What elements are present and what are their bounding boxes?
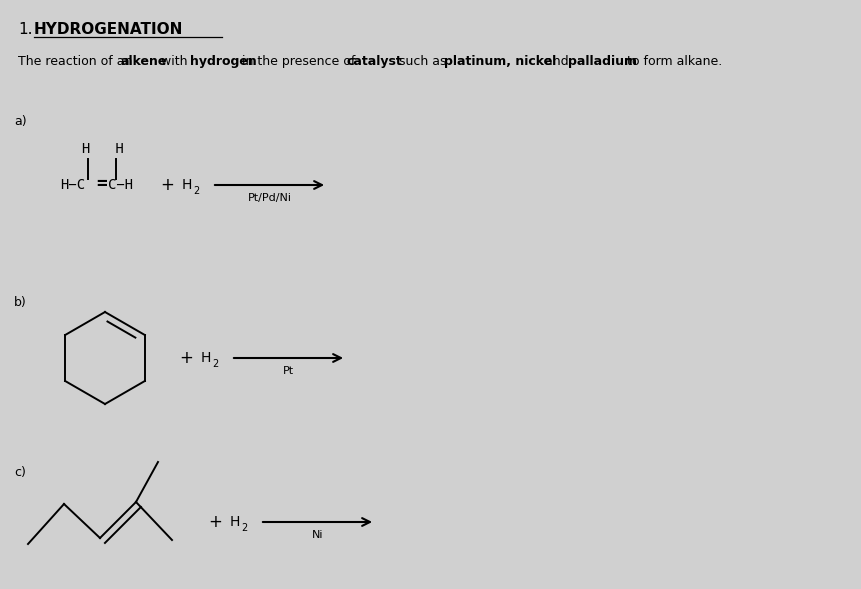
Text: to form alkane.: to form alkane. — [623, 55, 722, 68]
Text: a): a) — [14, 115, 27, 128]
Text: c): c) — [14, 466, 26, 479]
Text: +: + — [160, 176, 174, 194]
Text: H: H — [201, 351, 211, 365]
Text: C−H: C−H — [108, 178, 133, 192]
Text: Pt: Pt — [283, 366, 294, 376]
Text: alkene: alkene — [121, 55, 167, 68]
Text: 2: 2 — [193, 186, 199, 196]
Text: catalyst: catalyst — [346, 55, 402, 68]
Text: HYDROGENATION: HYDROGENATION — [34, 22, 183, 37]
Text: H   H: H H — [82, 142, 124, 156]
Text: hydrogen: hydrogen — [189, 55, 257, 68]
Text: Ni: Ni — [312, 530, 323, 540]
Text: H−C: H−C — [60, 178, 85, 192]
Text: with: with — [158, 55, 192, 68]
Text: in the presence of: in the presence of — [238, 55, 360, 68]
Text: platinum, nickel: platinum, nickel — [443, 55, 556, 68]
Text: b): b) — [14, 296, 27, 309]
Text: 1.: 1. — [18, 22, 33, 37]
Text: H: H — [230, 515, 240, 529]
Text: H: H — [182, 178, 192, 192]
Text: +: + — [208, 513, 222, 531]
Text: Pt/Pd/Ni: Pt/Pd/Ni — [247, 193, 292, 203]
Text: +: + — [179, 349, 193, 367]
Text: such as: such as — [395, 55, 450, 68]
Text: 2: 2 — [212, 359, 218, 369]
Text: =: = — [96, 175, 107, 193]
Text: and: and — [542, 55, 573, 68]
Text: palladium: palladium — [568, 55, 637, 68]
Text: The reaction of an: The reaction of an — [18, 55, 136, 68]
Text: 2: 2 — [241, 523, 247, 533]
